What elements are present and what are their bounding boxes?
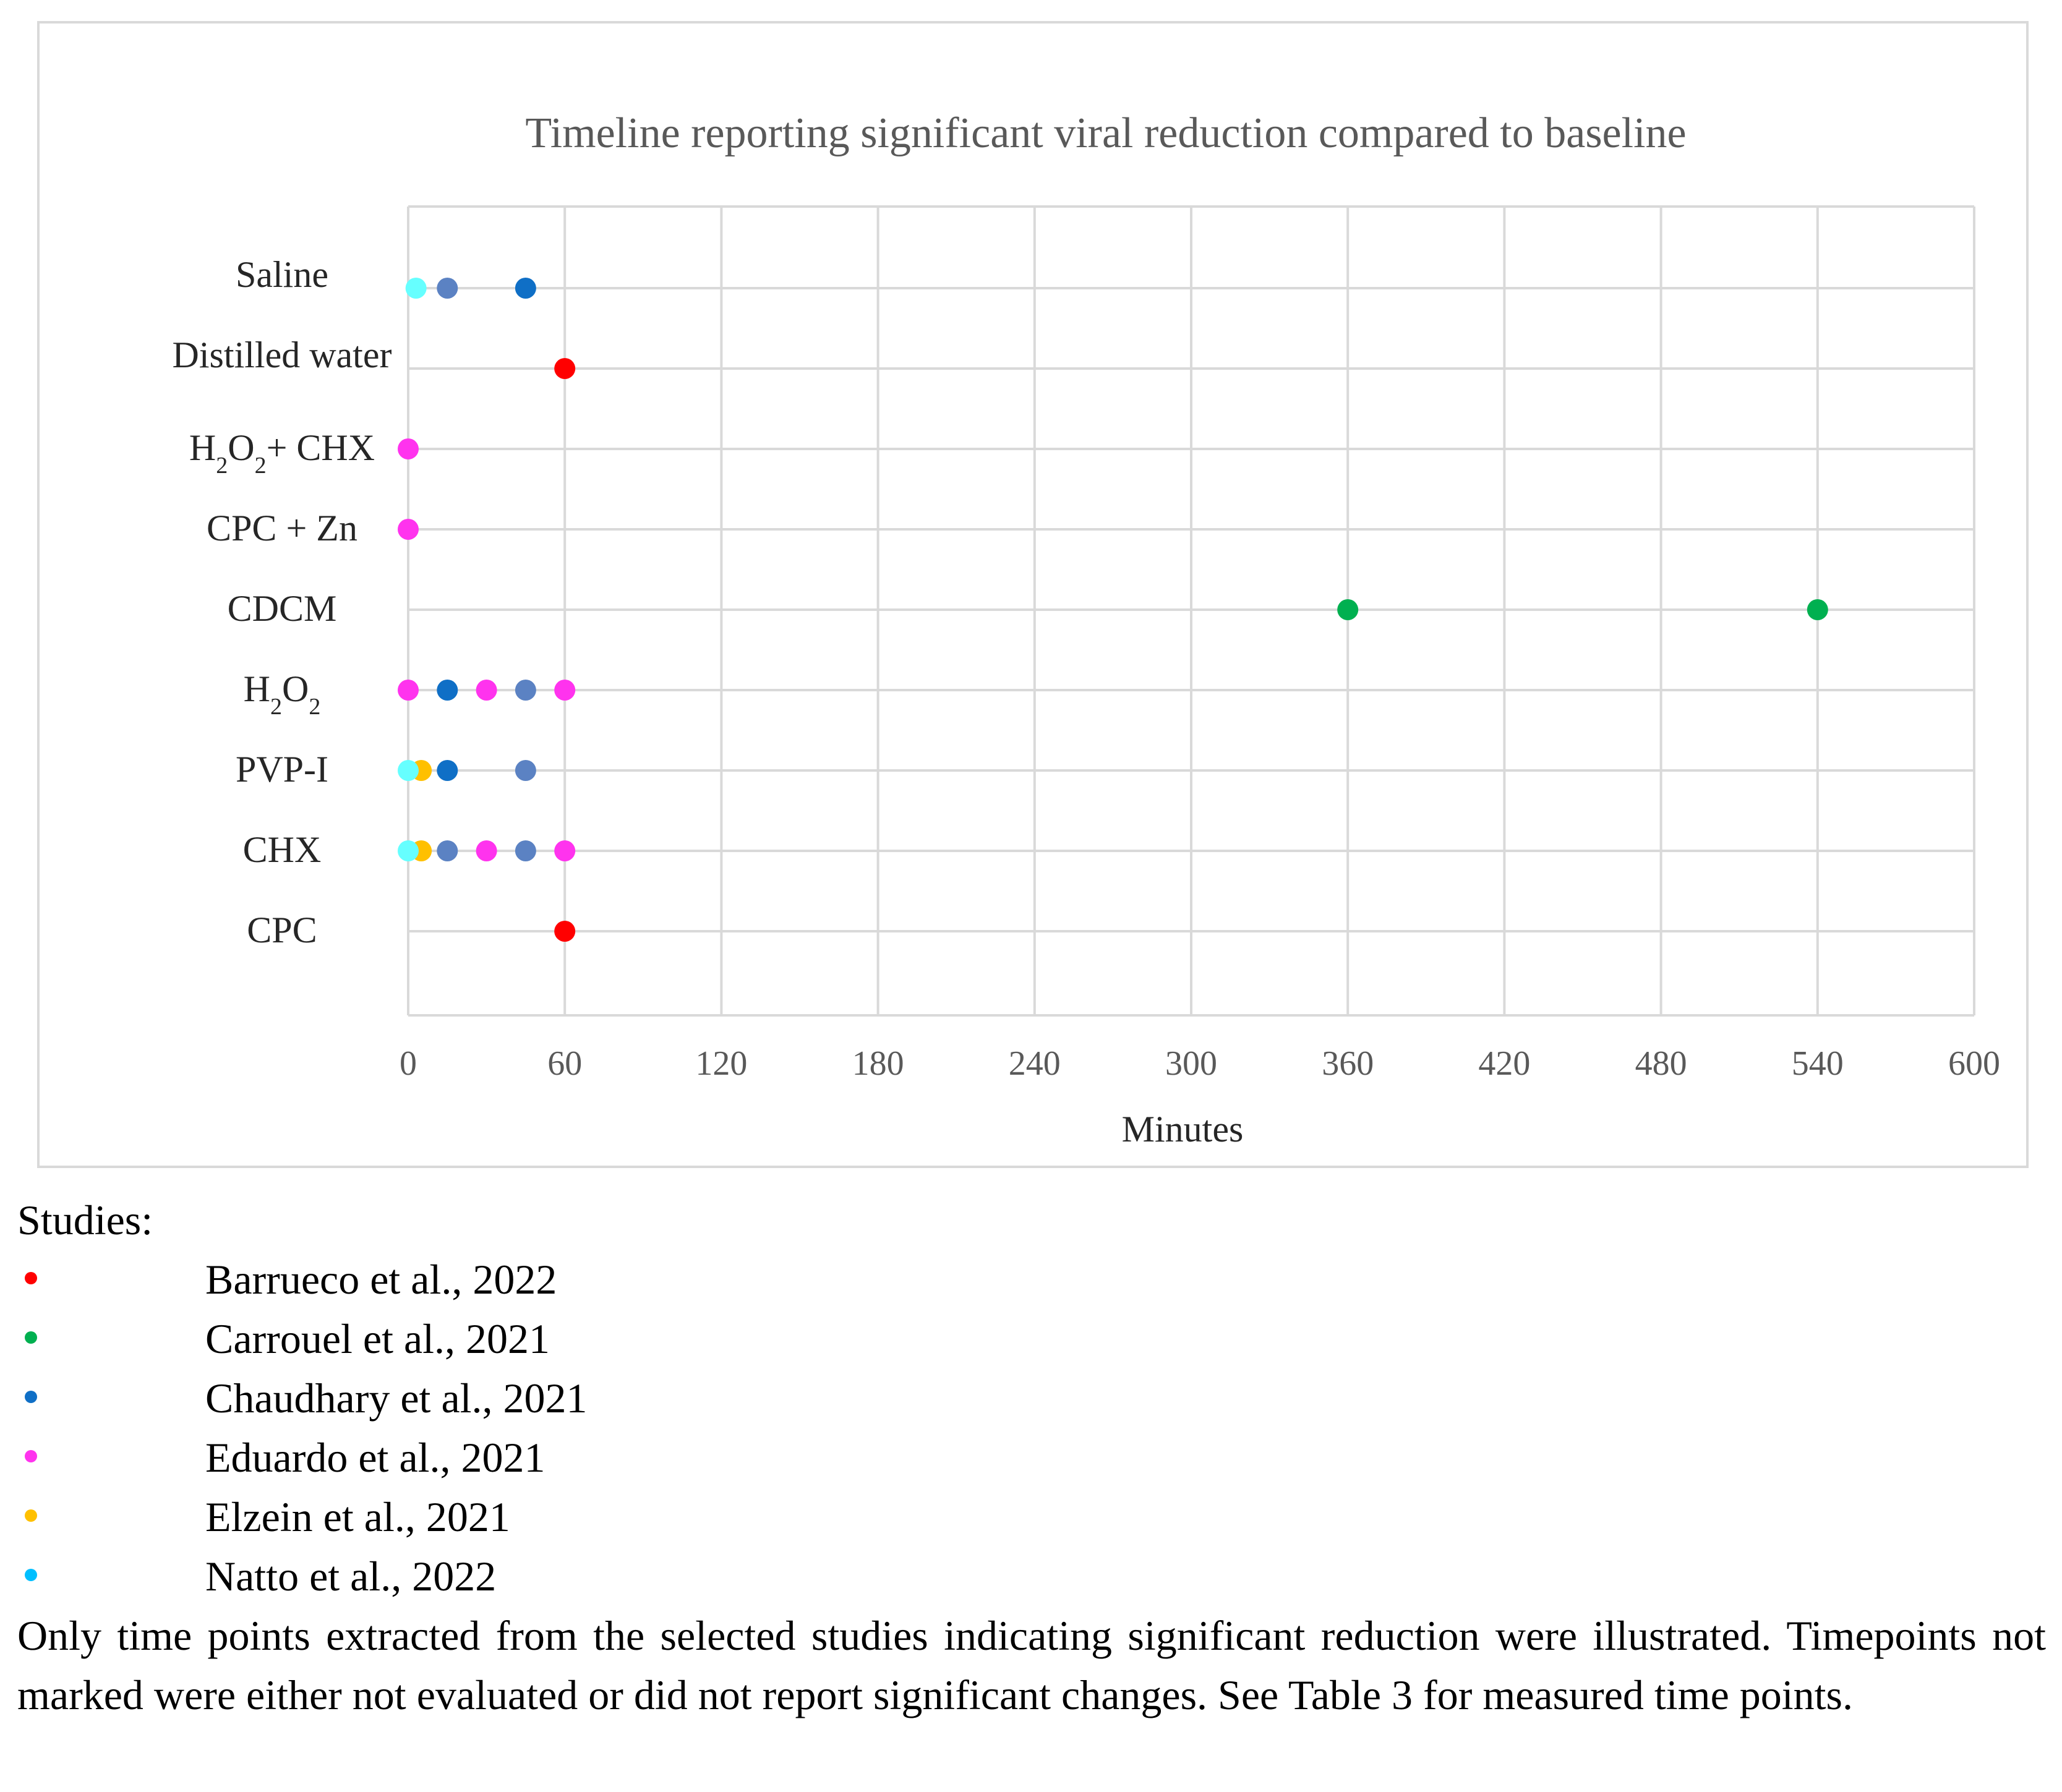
y-axis-labels: Saline Distilled water H2O2+ CHX CPC + Zn CD… [173,254,392,950]
legend-dot [25,1272,37,1284]
data-point-h2o2 [437,680,458,701]
x-tick-label-0: 0 [400,1044,417,1083]
legend-item: Carrouel et al., 2021 [17,1309,2046,1368]
y-label-distilled: Distilled water [173,335,392,375]
x-tick-label-480: 480 [1635,1044,1687,1083]
y-label-cpc: CPC [247,910,317,950]
x-tick-label-120: 120 [695,1044,747,1083]
y-label-chx: CHX [243,829,322,870]
legend-label: Carrouel et al., 2021 [205,1315,550,1362]
data-point-h2o2 [554,680,576,701]
data-point-cdcm [1807,599,1828,620]
studies-legend: Barrueco et al., 2022 Carrouel et al., 20… [17,1250,2046,1606]
x-tick-label-300: 300 [1165,1044,1217,1083]
y-label-cdcm: CDCM [228,588,337,629]
legend-item: Eduardo et al., 2021 [17,1428,2046,1487]
data-point-cpczn [398,519,419,540]
data-point-h2o2 [476,680,497,701]
data-point-pvpi [437,760,458,781]
chart-title: Timeline reporting significant viral red… [525,109,1686,157]
data-point-chx [398,840,419,861]
data-point-chx [554,840,576,861]
chart-svg: Timeline reporting significant viral red… [173,109,2000,1150]
x-tick-label-600: 600 [1948,1044,2000,1083]
legend-label: Barrueco et al., 2022 [205,1256,557,1303]
data-point-h2o2 [515,680,536,701]
x-tick-label-60: 60 [547,1044,582,1083]
data-point-h2o2 [398,680,419,701]
y-label-cpczn: CPC + Zn [207,508,357,548]
chart-frame: Timeline reporting significant viral red… [37,21,2029,1168]
legend-label: Elzein et al., 2021 [205,1493,510,1540]
data-point-cdcm [1337,599,1359,620]
data-point-saline [405,278,427,299]
grid-layer [407,205,1975,1017]
data-point-saline [515,278,536,299]
data-points [398,278,1828,942]
data-point-chx [437,840,458,861]
x-axis-tick-labels: 0 60 120 180 240 300 360 420 480 540 600 [400,1044,2000,1083]
legend-label: Chaudhary et al., 2021 [205,1375,588,1422]
legend-item: Elzein et al., 2021 [17,1487,2046,1547]
x-axis-label: Minutes [1122,1109,1244,1150]
x-tick-label-240: 240 [1009,1044,1061,1083]
legend-dot [25,1450,37,1462]
x-tick-label-540: 540 [1792,1044,1844,1083]
legend-label: Eduardo et al., 2021 [205,1434,545,1481]
legend-item: Chaudhary et al., 2021 [17,1368,2046,1428]
legend-label: Natto et al., 2022 [205,1553,497,1600]
data-point-saline [437,278,458,299]
legend-dot [25,1331,37,1344]
y-label-h2o2chx: H2O2+ CHX [189,427,375,479]
legend-dot [25,1391,37,1403]
y-label-h2o2: H2O2 [244,668,321,720]
y-label-saline: Saline [236,254,328,295]
data-point-pvpi [515,760,536,781]
x-tick-label-360: 360 [1322,1044,1374,1083]
legend-item: Natto et al., 2022 [17,1547,2046,1606]
data-point-h2o2chx [398,438,419,459]
data-point-distilled [554,358,576,379]
legend-dot [25,1509,37,1522]
x-tick-label-420: 420 [1478,1044,1530,1083]
legend-item: Barrueco et al., 2022 [17,1250,2046,1309]
data-point-chx [515,840,536,861]
figure-caption: Studies: Barrueco et al., 2022 Carrouel e… [17,1190,2046,1725]
caption-note: Only time points extracted from the sele… [17,1612,2046,1718]
studies-heading: Studies: [17,1197,153,1244]
data-point-pvpi [398,760,419,781]
legend-dot [25,1569,37,1581]
data-point-chx [476,840,497,861]
x-tick-label-180: 180 [852,1044,904,1083]
y-label-pvpi: PVP-I [236,749,328,790]
data-point-cpc [554,921,576,942]
